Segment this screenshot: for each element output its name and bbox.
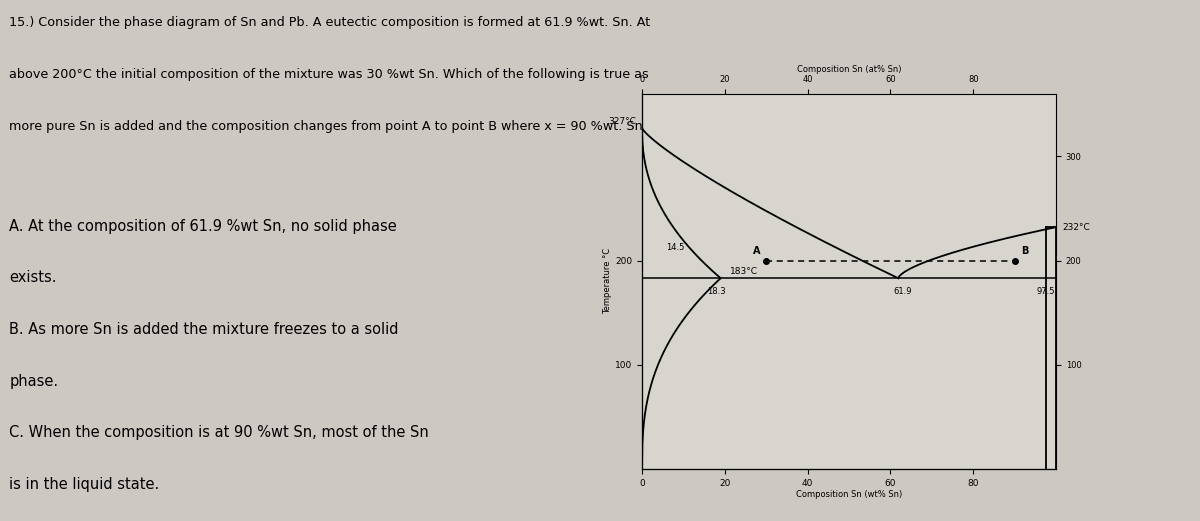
Text: 97.5: 97.5 bbox=[1037, 287, 1055, 295]
Text: phase.: phase. bbox=[10, 374, 59, 389]
Text: 18.3: 18.3 bbox=[707, 287, 726, 295]
Text: B. As more Sn is added the mixture freezes to a solid: B. As more Sn is added the mixture freez… bbox=[10, 322, 398, 337]
Text: A. At the composition of 61.9 %wt Sn, no solid phase: A. At the composition of 61.9 %wt Sn, no… bbox=[10, 219, 397, 234]
Text: 14.5: 14.5 bbox=[666, 243, 684, 252]
Text: 61.9: 61.9 bbox=[893, 287, 912, 295]
Text: 232°C: 232°C bbox=[1062, 222, 1090, 232]
X-axis label: Composition Sn (wt% Sn): Composition Sn (wt% Sn) bbox=[796, 490, 902, 500]
Text: exists.: exists. bbox=[10, 270, 56, 286]
Text: C. When the composition is at 90 %wt Sn, most of the Sn: C. When the composition is at 90 %wt Sn,… bbox=[10, 425, 430, 440]
Text: more pure Sn is added and the composition changes from point A to point B where : more pure Sn is added and the compositio… bbox=[10, 120, 650, 133]
Text: 15.) Consider the phase diagram of Sn and Pb. A eutectic composition is formed a: 15.) Consider the phase diagram of Sn an… bbox=[10, 16, 650, 29]
Text: B: B bbox=[1021, 246, 1028, 256]
Text: above 200°C the initial composition of the mixture was 30 %wt Sn. Which of the f: above 200°C the initial composition of t… bbox=[10, 68, 649, 81]
Y-axis label: Temperature °C: Temperature °C bbox=[604, 249, 612, 314]
X-axis label: Composition Sn (at% Sn): Composition Sn (at% Sn) bbox=[797, 65, 901, 75]
Text: 183°C: 183°C bbox=[730, 267, 758, 276]
Text: A: A bbox=[752, 246, 760, 256]
Text: 327°C: 327°C bbox=[608, 117, 636, 126]
Text: is in the liquid state.: is in the liquid state. bbox=[10, 477, 160, 492]
